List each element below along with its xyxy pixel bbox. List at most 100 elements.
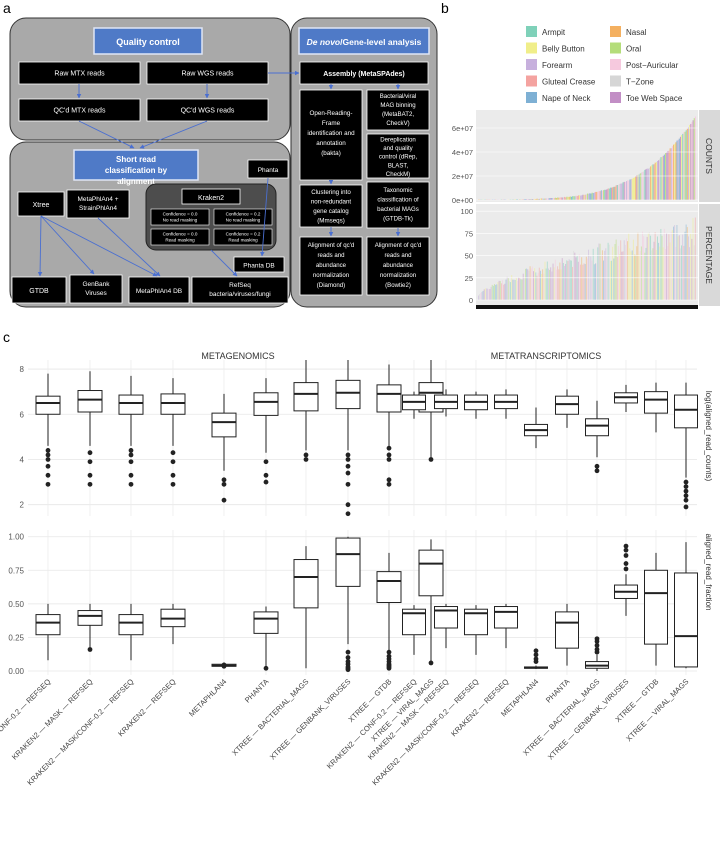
align-bowtie-label: Alignment of qc'd reads and abundance norma… [375,242,422,289]
legend-label: Post−Auricular [626,61,679,70]
percentage-bar [507,277,509,300]
outlier-point [45,448,51,453]
counts-bar [669,148,671,200]
outlier-point [263,459,269,465]
percentage-bar [689,247,691,300]
percentage-bar [612,246,614,300]
counts-bar [570,196,573,200]
percentage-bar [541,273,543,300]
percentage-bar [609,260,611,300]
percentage-bar [621,251,623,300]
text-line: Dereplication [380,137,416,144]
counts-bar [624,181,626,200]
box-mag-binning: Bacterial/viral MAG binning (MetaBAT2, Chec… [366,89,430,131]
box-iqr [118,614,144,636]
box-iqr [644,391,668,414]
outlier-point [386,649,392,655]
percentage-bar [682,234,684,300]
outlier-point [428,457,434,462]
text-line: Confidence = 0.0 [163,212,198,217]
counts-tick-label: 0e+00 [452,196,473,205]
percentage-bars [478,217,696,300]
counts-bar [614,186,616,200]
box-qc-mtx: QC'd MTX reads [18,98,141,122]
counts-bar [568,196,570,200]
outlier-point [386,477,392,483]
counts-bar [667,150,669,200]
box-mg-0-4 [211,393,237,503]
text-line: Confidence = 0.2 [226,212,261,217]
box-clustering: Clustering into non-redundant gene catalog… [299,184,363,228]
qc-title-box [93,27,203,55]
text-line: RefSeq [229,282,251,289]
raw-wgs-label: Raw WGS reads [181,71,234,78]
strip-counts-bg [699,110,720,202]
text-line: alignment [117,177,155,186]
legend-label: Armpit [542,28,566,37]
outlier-point [221,481,227,487]
box-mt-0-8 [644,382,668,433]
percentage-bar [585,256,587,300]
percentage-bar [619,254,621,300]
percentage-bar [694,217,696,300]
panel-label-a: a [3,0,11,16]
percentage-bar [678,235,680,300]
percentage-bar [578,254,580,300]
text-line: MAG binning [380,102,415,109]
text-line: control (dRep, [379,154,418,161]
counts-bar [569,196,571,200]
text-line: MetaPhlAn4 + [77,196,118,203]
text-line: CheckV) [386,120,409,127]
row-strip-log-counts: log(aligned_read_counts) [704,391,713,482]
percentage-bar [687,236,689,300]
outlier-point [386,481,392,487]
counts-bar [626,181,628,200]
box-iqr [35,614,61,636]
counts-bar [639,173,641,200]
percentage-bar [517,280,518,300]
percentage-bar [650,235,652,300]
text-line: reads and [384,252,411,259]
outlier-point [263,665,269,671]
box-iqr [376,384,402,413]
counts-bar [647,168,649,200]
percentage-bar [499,280,501,300]
percentage-bar [639,250,641,300]
outlier-point [87,481,93,487]
orf-label: Open-Reading- Frame identification and anno… [307,110,355,157]
counts-bar [601,190,604,200]
box-conf-1: Confidence = 0.0 No read masking [150,208,210,226]
counts-bar [567,196,569,200]
counts-bar [677,139,679,200]
row-strip-fraction: aligned_read_fraction [704,534,713,611]
box-mg-0-6 [293,360,319,462]
percentage-bar [530,268,532,300]
counts-bar [604,189,606,200]
percentage-bar [631,250,633,300]
strip-counts: COUNTS [704,138,714,174]
counts-bar [584,194,586,200]
box-mt-1-9 [674,542,698,669]
percentage-bar [662,247,664,300]
legend-swatch [610,75,621,87]
percentage-bar [603,260,604,300]
percentage-bar [637,232,639,300]
y-tick-label: 0.25 [8,633,24,642]
counts-bar [683,132,685,200]
percentage-bar [652,248,654,300]
percentage-bar [537,272,539,300]
text-line: (MetaBAT2, [382,111,414,118]
metaphlan-label: MetaPhlAn4 + StrainPhlAn4 [77,196,118,212]
outlier-point [594,647,600,652]
outlier-point [623,566,629,572]
outlier-point [128,481,134,487]
percentage-bar [494,284,495,300]
percentage-bar [572,266,573,300]
percentage-bar [642,231,643,300]
outlier-point [170,481,176,487]
outlier-point [623,553,629,558]
percentage-bar [582,264,584,300]
conf-2-label: Confidence = 0.2 No read masking [226,212,261,223]
phanta-label: Phanta [258,167,279,174]
col-title-metatranscriptomics: METATRANSCRIPTOMICS [491,351,602,361]
